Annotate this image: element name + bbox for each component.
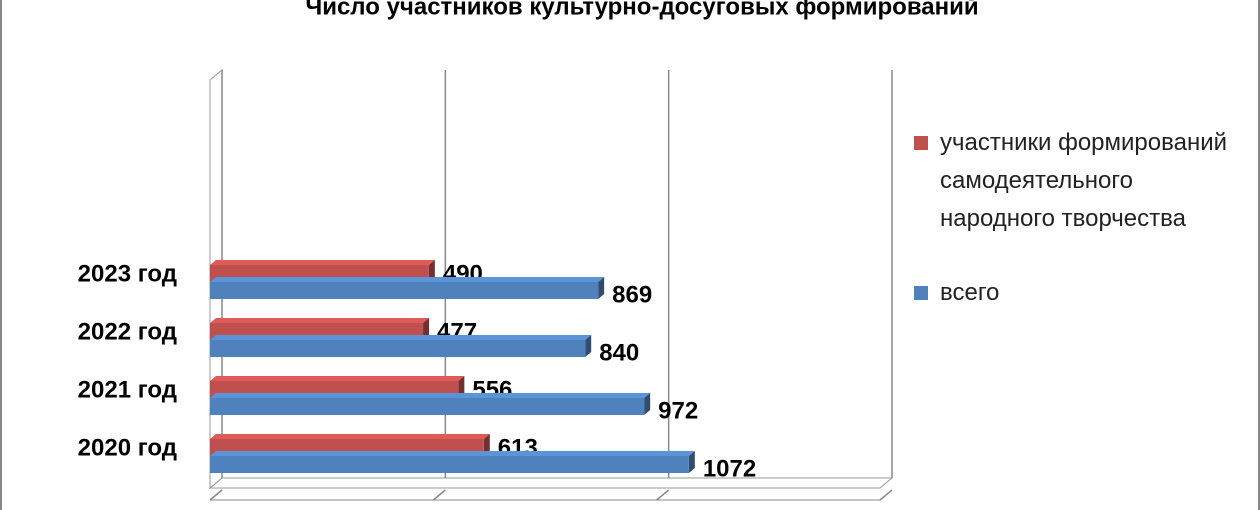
bar-side	[585, 335, 592, 357]
legend-item: всего	[912, 274, 1242, 312]
legend-label: участники формирований самодеятельного н…	[940, 129, 1228, 232]
legend-swatch	[914, 286, 928, 300]
legend-item: участники формирований самодеятельного н…	[912, 124, 1242, 238]
bar-side	[644, 393, 651, 415]
category-label: 2023 год	[78, 260, 177, 287]
tick-mark	[209, 489, 223, 501]
bar-top	[210, 335, 592, 340]
legend-label: всего	[940, 279, 1000, 306]
chart-title: Число участников культурно-досуговых фор…	[305, 0, 978, 20]
bar	[210, 456, 689, 473]
bar-top	[210, 451, 695, 456]
floor	[208, 477, 894, 489]
bar-side	[458, 376, 465, 398]
value-label: 840	[599, 339, 639, 366]
category-label: 2021 год	[78, 376, 177, 403]
bar-side	[423, 318, 430, 340]
category-label: 2020 год	[78, 434, 177, 461]
value-label: 972	[658, 397, 698, 424]
bar-top	[210, 434, 490, 439]
legend: участники формирований самодеятельного н…	[912, 124, 1242, 348]
bar-side	[428, 260, 435, 282]
tick-mark	[432, 489, 446, 501]
bar-top	[210, 260, 435, 265]
value-label: 1072	[703, 455, 756, 482]
bar-side	[483, 434, 490, 456]
bar-side	[598, 277, 605, 299]
bar-top	[210, 376, 465, 381]
bar-side	[688, 451, 695, 473]
bar	[210, 398, 645, 415]
bar-top	[210, 318, 430, 323]
bar-top	[210, 277, 605, 282]
value-label: 869	[612, 281, 652, 308]
bar	[210, 340, 586, 357]
tick-mark	[879, 489, 893, 501]
bar	[210, 282, 599, 299]
category-label: 2022 год	[78, 318, 177, 345]
tick-mark	[656, 489, 670, 501]
legend-swatch	[914, 136, 928, 150]
bar-top	[210, 393, 651, 398]
